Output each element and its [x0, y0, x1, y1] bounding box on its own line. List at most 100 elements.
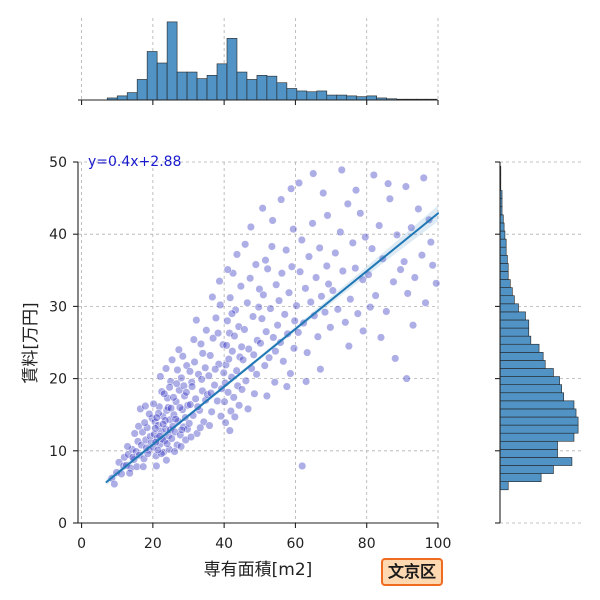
x-tick-label: 80 — [358, 536, 376, 552]
y-histogram-bar — [499, 230, 506, 240]
scatter-point — [215, 277, 224, 286]
scatter-point — [243, 404, 253, 413]
x-histogram-bar — [226, 38, 238, 101]
scatter-point — [202, 326, 211, 335]
scatter-point — [149, 399, 158, 408]
y-histogram-bar — [499, 384, 562, 394]
y-histogram-bar — [499, 440, 558, 450]
x-histogram-bar — [206, 75, 218, 101]
y-histogram-bar — [499, 400, 575, 410]
scatter-point — [248, 312, 258, 321]
regression-layer — [105, 205, 439, 486]
y-histogram-bar — [499, 254, 508, 264]
x-histogram-bar — [236, 71, 248, 101]
scatter-point — [324, 279, 333, 289]
x-histogram-bar — [156, 62, 168, 101]
x-histogram-bar — [306, 91, 318, 101]
scatter-point — [348, 238, 357, 247]
scatter-point — [271, 347, 280, 356]
scatter-point — [194, 370, 203, 379]
scatter-point — [241, 240, 250, 249]
scatter-point — [170, 447, 179, 456]
scatter-point — [414, 204, 423, 213]
scatter-point — [139, 462, 148, 471]
scatter-point — [214, 329, 223, 338]
scatter-point — [338, 266, 347, 276]
scatter-point — [160, 389, 169, 398]
y-histogram-bar — [499, 432, 575, 442]
x-histogram-bar — [126, 92, 138, 101]
scatter-point — [176, 442, 186, 451]
scatter-point — [256, 339, 265, 348]
scatter-point — [419, 173, 428, 182]
scatter-point — [336, 227, 345, 237]
scatter-point — [251, 260, 260, 269]
y-tick-label: 0 — [58, 516, 67, 532]
scatter-point — [237, 342, 246, 351]
x-axis-label: 専有面積[m2] — [204, 560, 313, 580]
scatter-point — [274, 296, 284, 305]
scatter-point — [408, 321, 418, 330]
scatter-point — [219, 368, 228, 377]
scatter-point — [319, 188, 328, 198]
scatter-point — [141, 401, 150, 411]
x-histogram-bar — [166, 21, 178, 101]
scatter-point — [213, 396, 222, 406]
scatter-point — [267, 242, 276, 251]
x-histogram-bar — [146, 51, 158, 101]
scatter-point — [169, 393, 178, 402]
y-histogram-bar — [499, 335, 532, 345]
scatter-point — [264, 353, 274, 362]
y-histogram-bar — [499, 473, 542, 483]
y-histogram-bar — [499, 352, 544, 361]
y-histogram-bar — [499, 343, 540, 353]
scatter-point — [252, 370, 261, 379]
scatter-point — [358, 275, 367, 284]
scatter-point — [351, 186, 361, 195]
scatter-point — [175, 403, 184, 412]
scatter-point — [289, 344, 299, 353]
scatter-point — [185, 419, 194, 428]
y-histogram-bar — [499, 263, 509, 272]
scatter-point — [303, 348, 312, 357]
scatter-point — [222, 341, 231, 350]
scatter-point — [323, 211, 332, 220]
scatter-point — [206, 351, 215, 360]
scatter-point — [171, 397, 181, 406]
scatter-point — [316, 365, 325, 374]
y-histogram-bar — [499, 449, 558, 458]
x-histogram-bar — [276, 82, 288, 101]
scatter-point — [178, 352, 187, 361]
scatter-point — [243, 298, 252, 307]
scatter-point — [143, 423, 152, 432]
scatter-point — [152, 413, 161, 422]
scatter-point — [208, 292, 217, 302]
x-tick-label: 60 — [287, 536, 305, 552]
y-histogram-bar — [499, 319, 530, 329]
scatter-point — [185, 367, 194, 376]
scatter-point — [216, 300, 225, 310]
y-tick-label: 50 — [49, 155, 67, 171]
scatter-point — [309, 169, 318, 178]
scatter-point — [164, 403, 173, 412]
scatter-point — [223, 265, 232, 274]
scatter-point — [174, 345, 183, 354]
y-histogram-bar — [499, 416, 579, 426]
scatter-point — [328, 286, 337, 295]
scatter-point — [315, 243, 324, 252]
scatter-point — [287, 184, 296, 193]
y-histogram-bar — [499, 279, 511, 288]
scatter-point — [359, 326, 368, 335]
scatter-point — [230, 331, 239, 341]
regression-equation: y=0.4x+2.88 — [88, 154, 181, 170]
scatter-point — [241, 376, 250, 385]
scatter-point — [221, 418, 230, 427]
scatter-point — [344, 342, 353, 351]
scatter-point — [177, 373, 186, 382]
y-histogram-bar — [499, 303, 519, 313]
scatter-point — [152, 461, 161, 471]
scatter-point — [312, 273, 321, 282]
scatter-point — [170, 427, 180, 437]
scatter-point — [198, 349, 207, 358]
scatter-point — [154, 409, 163, 418]
